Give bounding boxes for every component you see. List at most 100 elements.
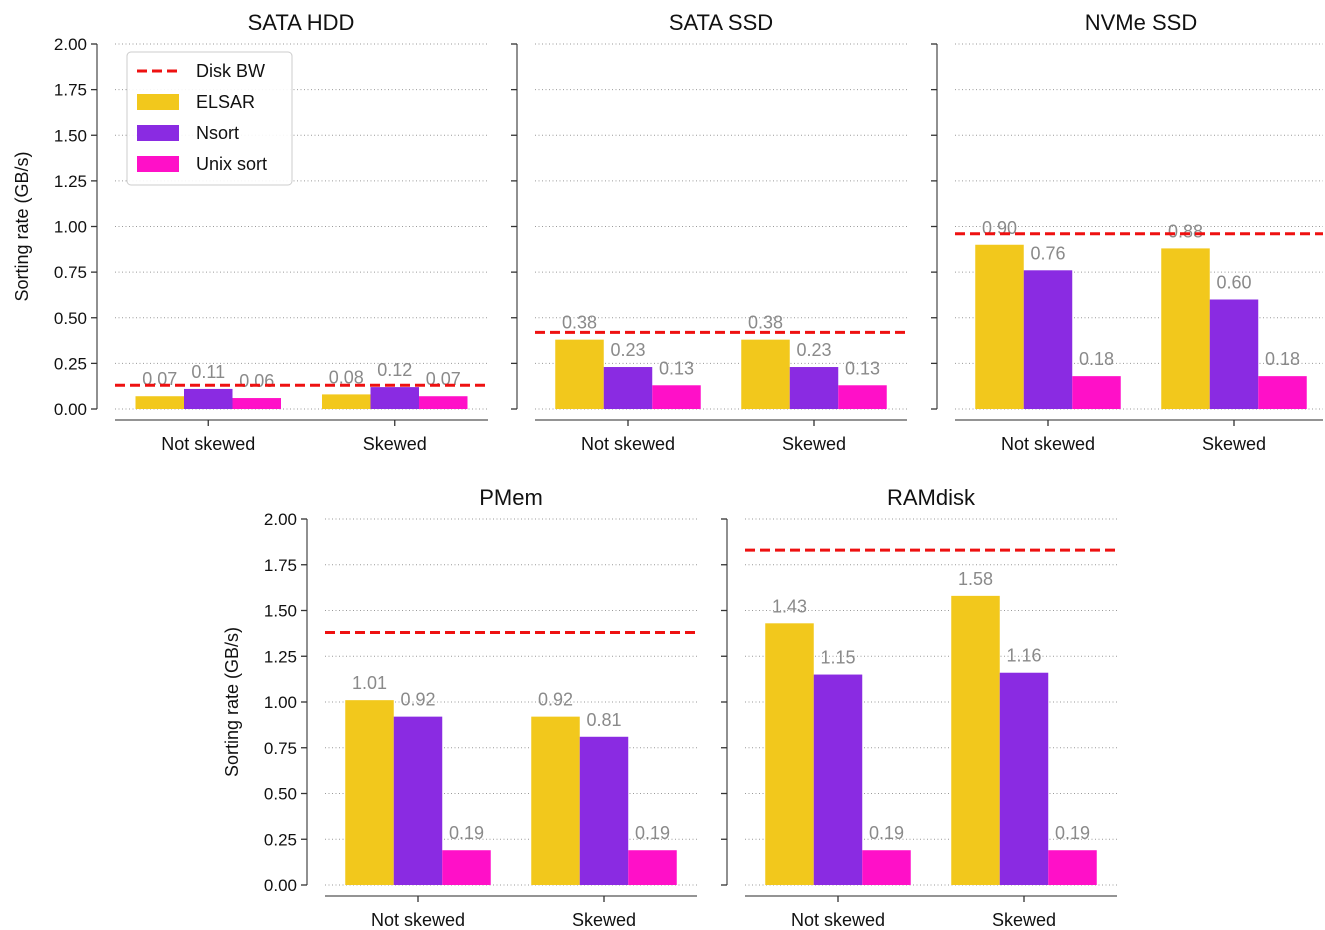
y-tick-label: 1.50 — [54, 126, 87, 145]
y-tick-label: 2.00 — [264, 510, 297, 529]
y-tick-label: 1.25 — [54, 172, 87, 191]
bar-unix-sort — [419, 396, 468, 409]
y-tick-label: 1.75 — [264, 556, 297, 575]
bar-value-label: 0.18 — [1079, 349, 1114, 369]
bar-unix-sort — [628, 850, 677, 885]
bar-value-label: 0.11 — [191, 362, 225, 382]
bar-elsar — [555, 339, 604, 409]
bar-unix-sort — [652, 385, 701, 409]
bar-value-label: 0.60 — [1216, 273, 1251, 293]
bar-value-label: 0.19 — [449, 823, 484, 843]
bar-value-label: 0.38 — [562, 313, 597, 333]
panel-title: PMem — [479, 485, 543, 510]
y-tick-label: 1.50 — [264, 602, 297, 621]
y-axis-title: Sorting rate (GB/s) — [12, 151, 32, 301]
x-tick-label: Not skewed — [371, 910, 465, 930]
bar-nsort — [813, 674, 863, 885]
bar-unix-sort — [232, 398, 281, 409]
bar-unix-sort — [838, 385, 887, 409]
legend-label: Disk BW — [196, 61, 265, 81]
panel-title: SATA SSD — [669, 10, 773, 35]
bar-value-label: 1.16 — [1006, 646, 1041, 666]
legend-label: ELSAR — [196, 92, 255, 112]
bar-value-label: 0.38 — [748, 313, 783, 333]
x-tick-label: Skewed — [782, 434, 846, 454]
legend-swatch — [137, 125, 179, 141]
bar-value-label: 0.06 — [239, 371, 274, 391]
bar-value-label: 1.15 — [820, 648, 855, 668]
y-tick-label: 0.50 — [54, 309, 87, 328]
bar-value-label: 0.13 — [845, 358, 880, 378]
bar-nsort — [393, 716, 443, 885]
bar-elsar — [322, 394, 371, 409]
bar-value-label: 0.92 — [538, 690, 573, 710]
bar-nsort — [789, 367, 839, 409]
bar-value-label: 0.08 — [329, 367, 364, 387]
y-tick-label: 2.00 — [54, 35, 87, 54]
bar-value-label: 0.19 — [1055, 823, 1090, 843]
x-tick-label: Skewed — [572, 910, 636, 930]
y-tick-label: 0.00 — [54, 400, 87, 419]
bar-value-label: 0.76 — [1030, 243, 1065, 263]
bar-unix-sort — [1258, 376, 1307, 409]
y-tick-label: 0.25 — [264, 830, 297, 849]
bar-value-label: 0.23 — [796, 340, 831, 360]
bar-value-label: 0.18 — [1265, 349, 1300, 369]
y-tick-label: 1.00 — [264, 693, 297, 712]
bar-elsar — [951, 595, 1000, 885]
bar-value-label: 0.81 — [586, 710, 621, 730]
bar-unix-sort — [1048, 850, 1097, 885]
y-tick-label: 0.00 — [264, 876, 297, 895]
x-tick-label: Not skewed — [161, 434, 255, 454]
bar-nsort — [184, 388, 233, 409]
y-tick-label: 0.75 — [54, 263, 87, 282]
bar-elsar — [1161, 248, 1210, 409]
bar-nsort — [603, 367, 653, 409]
bar-elsar — [765, 623, 814, 885]
x-tick-label: Skewed — [1202, 434, 1266, 454]
bar-nsort — [999, 672, 1049, 885]
bar-nsort — [370, 387, 419, 409]
bar-nsort — [1023, 270, 1073, 409]
panel-ramdisk: RAMdisk 1.43 1.15 0.19 Not skewed 1.58 1.16 0.1… — [721, 485, 1117, 930]
bar-value-label: 0.23 — [610, 340, 645, 360]
y-tick-label: 0.50 — [264, 785, 297, 804]
legend-label: Unix sort — [196, 154, 267, 174]
x-tick-label: Not skewed — [791, 910, 885, 930]
panel-title: RAMdisk — [887, 485, 976, 510]
y-tick-label: 1.75 — [54, 81, 87, 100]
x-tick-label: Not skewed — [581, 434, 675, 454]
bar-value-label: 0.19 — [635, 823, 670, 843]
panel-sata-ssd: SATA SSD 0.38 0.23 0.13 Not skewed 0.38 0.23 0.… — [511, 10, 907, 454]
bar-value-label: 1.01 — [352, 673, 387, 693]
bar-elsar — [975, 244, 1024, 409]
legend-box — [126, 51, 293, 186]
bar-value-label: 1.58 — [958, 569, 993, 589]
x-tick-label: Skewed — [363, 434, 427, 454]
x-tick-label: Not skewed — [1001, 434, 1095, 454]
bar-value-label: 0.19 — [869, 823, 904, 843]
panel-sata-hdd: 0.00 0.25 0.50 0.75 1.00 1.25 1.50 1.75 2.00 Sort… — [12, 10, 488, 454]
panel-pmem: 0.00 0.25 0.50 0.75 1.00 1.25 1.50 1.75 2.00 Sort… — [222, 485, 697, 930]
bar-value-label: 1.43 — [772, 596, 807, 616]
bar-nsort — [579, 736, 629, 885]
bar-value-label: 0.92 — [400, 690, 435, 710]
bar-unix-sort — [862, 850, 911, 885]
bar-elsar — [345, 700, 394, 885]
legend-swatch — [137, 94, 179, 110]
x-tick-label: Skewed — [992, 910, 1056, 930]
legend-label: Nsort — [196, 123, 239, 143]
y-tick-label: 1.00 — [54, 218, 87, 237]
legend-swatch — [137, 156, 179, 172]
legend: Disk BW ELSAR Nsort Unix sort — [126, 51, 293, 186]
panel-title: NVMe SSD — [1085, 10, 1197, 35]
bar-elsar — [135, 396, 184, 409]
bar-value-label: 0.13 — [659, 358, 694, 378]
bar-elsar — [531, 716, 580, 885]
bar-elsar — [741, 339, 790, 409]
bar-unix-sort — [1072, 376, 1121, 409]
bar-value-label: 0.88 — [1168, 221, 1203, 241]
panel-title: SATA HDD — [248, 10, 355, 35]
